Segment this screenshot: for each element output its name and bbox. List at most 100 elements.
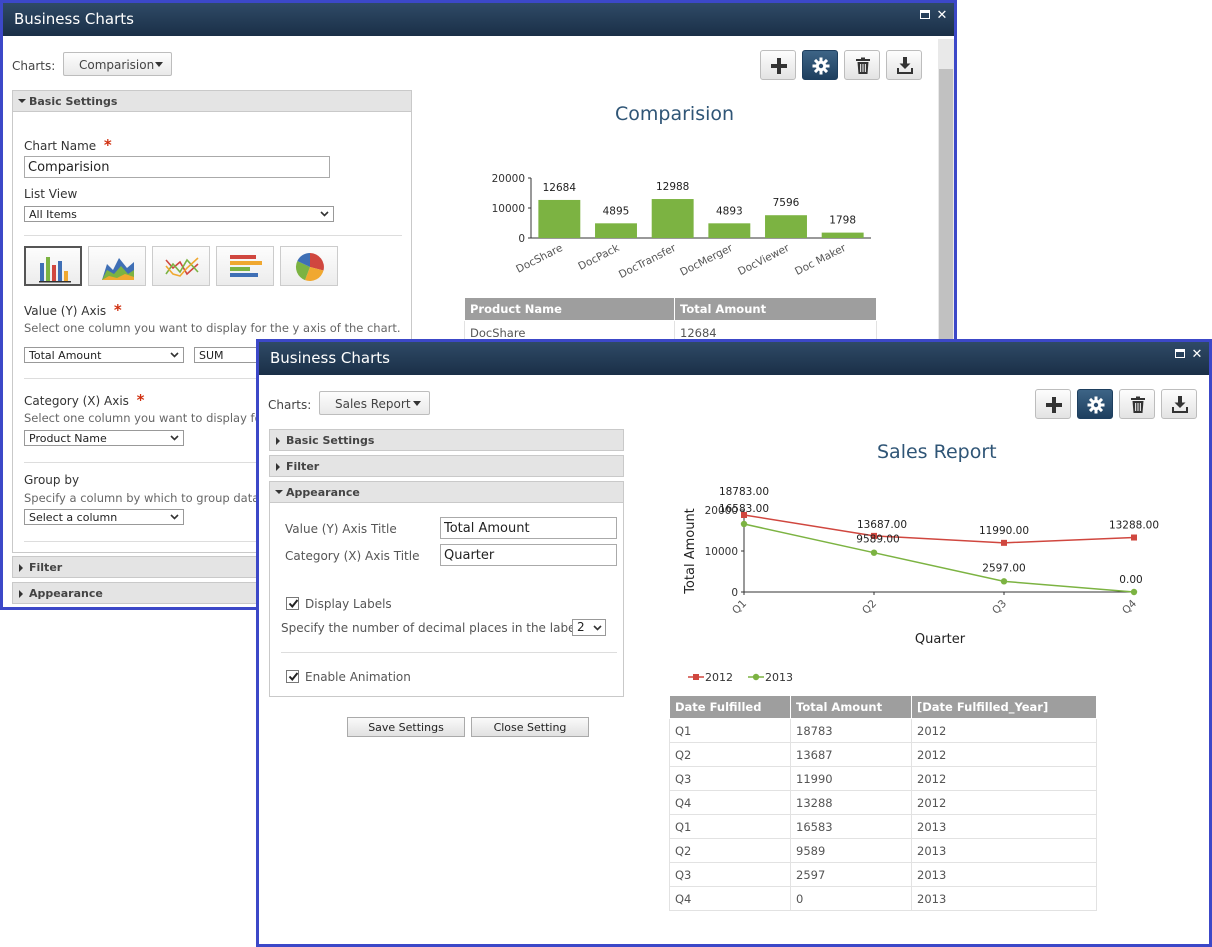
charts-dropdown[interactable]: Comparision — [63, 52, 172, 76]
x-tick-label: Q4 — [1120, 597, 1139, 616]
y-axis-title-label: Value (Y) Axis Title — [285, 522, 397, 536]
value-axis-function-select[interactable]: SUM — [194, 347, 264, 363]
x-tick-label: DocShare — [514, 242, 565, 276]
table-row: Q1 18783 2012 — [669, 718, 1097, 743]
x-axis-title-input[interactable] — [440, 544, 617, 566]
table-cell: 2012 — [911, 766, 1097, 791]
value-axis-function-value: SUM — [199, 349, 224, 362]
table-cell: Q2 — [669, 742, 791, 767]
group-by-select[interactable]: Select a column — [24, 509, 184, 525]
data-point — [741, 511, 747, 518]
category-axis-column-select[interactable]: Product Name — [24, 430, 184, 446]
group-by-value: Select a column — [29, 511, 118, 524]
x-tick-label: Q3 — [990, 598, 1009, 617]
chart-title: Sales Report — [877, 441, 997, 463]
y-axis-title-input[interactable] — [440, 517, 617, 539]
enable-animation-checkbox[interactable] — [286, 670, 299, 683]
settings-button[interactable] — [1077, 389, 1113, 419]
delete-chart-button[interactable] — [1119, 389, 1155, 419]
settings-button[interactable] — [802, 50, 838, 80]
x-axis-title-label: Category (X) Axis Title — [285, 549, 420, 563]
export-chart-button[interactable] — [886, 50, 922, 80]
chevron-down-icon — [170, 435, 179, 441]
data-label: 9589.00 — [856, 534, 899, 546]
list-view-label: List View — [24, 187, 78, 201]
bar — [821, 232, 864, 238]
bar-chart-type-button[interactable] — [216, 246, 274, 286]
bar — [765, 215, 807, 238]
trash-icon — [1131, 396, 1145, 413]
download-icon — [897, 57, 913, 74]
decimal-places-value: 2 — [577, 620, 585, 634]
y-tick-label: 20000 — [705, 505, 738, 517]
plus-icon — [771, 58, 787, 74]
section-title: Appearance — [286, 486, 360, 499]
chevron-down-icon — [593, 625, 602, 631]
section-title: Basic Settings — [286, 434, 375, 447]
chart-title: Comparision — [615, 103, 735, 125]
y-axis-title: Total Amount — [683, 508, 698, 595]
x-tick-label: Doc Maker — [793, 242, 849, 278]
chevron-right-icon — [19, 590, 23, 598]
chevron-down-icon — [155, 62, 163, 67]
table-cell: 2013 — [911, 838, 1097, 863]
close-setting-button[interactable]: Close Setting — [471, 717, 589, 737]
decimal-places-select[interactable]: 2 — [572, 619, 606, 636]
bar — [595, 223, 637, 238]
data-label: 0.00 — [1119, 574, 1142, 586]
legend-label: 2013 — [765, 671, 793, 684]
basic-settings-panel: Chart Name * List View All Items Value (… — [12, 112, 412, 553]
maximize-icon[interactable] — [918, 9, 932, 23]
save-settings-button[interactable]: Save Settings — [347, 717, 465, 737]
display-labels-checkbox[interactable] — [286, 597, 299, 610]
appearance-section-header[interactable]: Appearance — [269, 481, 624, 503]
value-axis-column-select[interactable]: Total Amount — [24, 347, 184, 363]
charts-dropdown[interactable]: Sales Report — [319, 391, 430, 415]
table-row: Q4 0 2013 — [669, 886, 1097, 911]
chevron-down-icon — [275, 490, 283, 494]
add-chart-button[interactable] — [1035, 389, 1071, 419]
data-label: 18783.00 — [719, 486, 769, 498]
table-cell: 2012 — [911, 742, 1097, 767]
area-chart-type-button[interactable] — [88, 246, 146, 286]
delete-chart-button[interactable] — [844, 50, 880, 80]
table-cell: 2597 — [790, 862, 912, 887]
data-label: 12684 — [543, 182, 577, 194]
x-axis-title: Quarter — [915, 632, 966, 647]
column-chart-type-button[interactable] — [24, 246, 82, 286]
charts-label: Charts: — [268, 398, 312, 412]
table-header-row: Product Name Total Amount — [464, 297, 877, 321]
line-chart-type-button[interactable] — [152, 246, 210, 286]
enable-animation-label: Enable Animation — [305, 670, 411, 684]
table-cell: 9589 — [790, 838, 912, 863]
data-point — [1000, 578, 1008, 585]
filter-section-header[interactable]: Filter — [269, 455, 624, 477]
data-point — [1001, 539, 1007, 546]
gear-icon — [1087, 396, 1105, 414]
table-row: Q3 11990 2012 — [669, 766, 1097, 791]
gear-icon — [812, 57, 830, 75]
business-charts-window-front: Business Charts ✕ Charts: Sales Report B… — [256, 339, 1212, 947]
checkmark-icon — [288, 599, 299, 609]
pie-chart-type-button[interactable] — [280, 246, 338, 286]
table-cell: 2013 — [911, 886, 1097, 911]
maximize-icon[interactable] — [1173, 348, 1187, 362]
chart-name-input[interactable] — [24, 156, 330, 178]
basic-settings-section-header[interactable]: Basic Settings — [12, 90, 412, 112]
x-tick-label: DocPack — [576, 242, 622, 273]
data-label: 13687.00 — [857, 519, 907, 531]
display-labels-label: Display Labels — [305, 597, 392, 611]
basic-settings-section-header[interactable]: Basic Settings — [269, 429, 624, 451]
data-label: 4895 — [603, 205, 630, 217]
list-view-select[interactable]: All Items — [24, 206, 334, 222]
sales-report-data-table: Date Fulfilled Total Amount [Date Fulfil… — [669, 695, 1097, 911]
close-icon[interactable]: ✕ — [1191, 347, 1203, 362]
add-chart-button[interactable] — [760, 50, 796, 80]
table-cell: Q3 — [669, 766, 791, 791]
export-chart-button[interactable] — [1161, 389, 1197, 419]
close-icon[interactable]: ✕ — [936, 8, 948, 23]
table-header-cell: Date Fulfilled — [669, 695, 791, 719]
window-titlebar: Business Charts ✕ — [3, 3, 954, 36]
x-tick-label: DocTransfer — [617, 242, 679, 281]
chevron-right-icon — [19, 564, 23, 572]
